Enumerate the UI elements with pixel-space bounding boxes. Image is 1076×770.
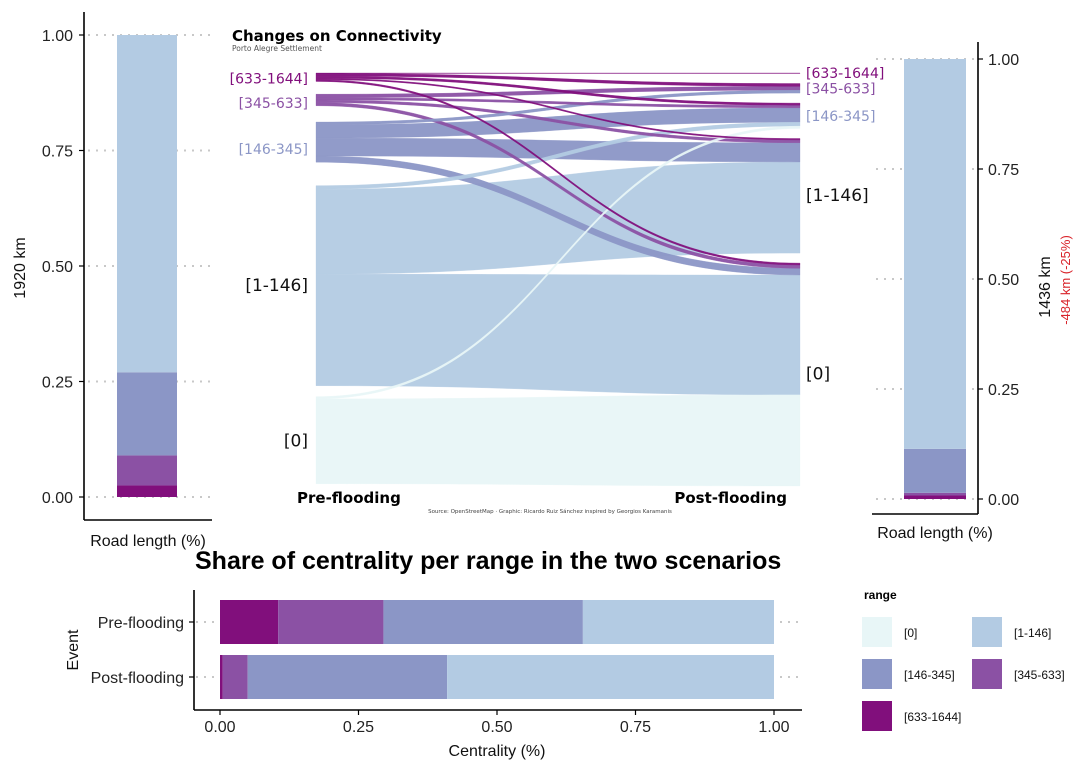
left-bar-tick-label: 1.00 [42, 28, 73, 45]
stage-label-post: Post-flooding [674, 489, 787, 507]
left-bar-x-title: Road length (%) [90, 533, 206, 550]
flow-0-to-146-345 [315, 125, 801, 400]
legend-swatch-146-345 [862, 659, 892, 689]
right-bar-tick-label: 0.00 [988, 492, 1019, 509]
node-label-right-345-633: [345-633] [806, 81, 875, 97]
node-label-right-633-1644: [633-1644] [806, 66, 884, 82]
centrality-segment-post-flooding-1-146 [447, 655, 774, 699]
right-segment-345-633 [904, 492, 966, 496]
category-label-pre-flooding: Pre-flooding [98, 615, 184, 632]
node-label-left-633-1644: [633-1644] [230, 72, 308, 88]
alluvial-node-labels: [633-1644][345-633][146-345][1-146][0][6… [230, 66, 885, 451]
left-bar-tick-label: 0.00 [42, 490, 73, 507]
centrality-segment-pre-flooding-345-633 [278, 600, 384, 644]
legend-label-1-146: [1-146] [1014, 626, 1051, 640]
left-bar-tick-label: 0.50 [42, 259, 73, 276]
node-label-left-345-633: [345-633] [239, 96, 308, 112]
node-label-left-0: [0] [284, 431, 308, 451]
road-loss-label: -484 km (-25%) [1058, 235, 1073, 325]
category-label-post-flooding: Post-flooding [91, 670, 184, 687]
alluvial-subtitle: Porto Alegre Settlement [232, 44, 322, 53]
left-bar-y-title: 1920 km [12, 237, 29, 298]
node-label-left-146-345: [146-345] [239, 142, 308, 158]
left-segment-1-146 [117, 35, 177, 373]
node-label-right-0: [0] [806, 365, 830, 385]
connectivity-alluvial-chart: [633-1644][345-633][146-345][1-146][0][6… [230, 27, 885, 515]
centrality-segment-pre-flooding-146-345 [383, 600, 583, 644]
centrality-tick-label: 0.50 [481, 719, 512, 736]
legend-swatch-633-1644 [862, 701, 892, 731]
centrality-share-chart: Share of centrality per range in the two… [65, 547, 802, 760]
centrality-segment-post-flooding-146-345 [247, 655, 448, 699]
centrality-segment-pre-flooding-1-146 [582, 600, 774, 644]
centrality-tick-label: 0.00 [204, 719, 235, 736]
left-bar-tick-label: 0.75 [42, 144, 73, 161]
node-label-right-1-146: [1-146] [806, 186, 869, 206]
centrality-chart-title: Share of centrality per range in the two… [195, 547, 781, 575]
right-bar-tick-labels: 0.00 0.25 0.50 0.75 1.00 [978, 52, 1019, 509]
centrality-segment-post-flooding-633-1644 [220, 655, 223, 699]
centrality-x-title: Centrality (%) [449, 743, 546, 760]
left-bar-tick-label: 0.25 [42, 375, 73, 392]
alluvial-caption: Source: OpenStreetMap · Graphic: Ricardo… [428, 508, 672, 515]
right-segment-146-345 [904, 448, 966, 493]
pre-flooding-road-length-chart: 0.00 0.25 0.50 0.75 1.00 1920 km Road length… [12, 12, 212, 550]
stage-label-pre: Pre-flooding [297, 489, 401, 507]
legend-swatch-1-146 [972, 617, 1002, 647]
right-bar-tick-label: 0.25 [988, 382, 1019, 399]
node-label-left-1-146: [1-146] [245, 276, 308, 296]
legend-swatch-0 [862, 617, 892, 647]
range-legend: range [0] [1-146] [146-345] [345-633] [633-1… [862, 588, 1065, 731]
alluvial-title: Changes on Connectivity [232, 27, 442, 45]
post-flooding-road-length-chart: 0.00 0.25 0.50 0.75 1.00 1436 km -484 km (-2… [872, 42, 1073, 542]
centrality-tick-labels: 0.00 0.25 0.50 0.75 1.00 [204, 710, 790, 736]
centrality-segment-pre-flooding-633-1644 [220, 600, 279, 644]
left-segment-146-345 [117, 372, 177, 456]
left-segment-633-1644 [117, 485, 177, 497]
right-bar-tick-label: 1.00 [988, 52, 1019, 69]
flow-146-345-to-1-146 [315, 137, 801, 163]
flow-633-1644-to-1-146 [315, 78, 801, 141]
left-bar-segments [117, 35, 177, 497]
right-bar-x-title: Road length (%) [877, 525, 993, 542]
centrality-tick-label: 1.00 [758, 719, 789, 736]
centrality-segment-post-flooding-345-633 [222, 655, 248, 699]
legend-label-345-633: [345-633] [1014, 668, 1065, 682]
legend-label-0: [0] [904, 626, 917, 640]
flow-345-633-to-1-146 [315, 99, 801, 143]
centrality-bar-segments [220, 600, 774, 699]
right-bar-tick-label: 0.75 [988, 162, 1019, 179]
flow-345-633-to-0 [315, 102, 801, 269]
legend-label-146-345: [146-345] [904, 668, 955, 682]
right-bar-tick-label: 0.50 [988, 272, 1019, 289]
centrality-category-labels: Pre-flooding Post-flooding [91, 615, 194, 687]
flow-633-1644-to-345-633 [315, 73, 801, 87]
left-segment-345-633 [117, 455, 177, 486]
right-segment-1-146 [904, 59, 966, 449]
flow-1-146-to-0 [315, 273, 801, 396]
flow-146-345-to-0 [315, 155, 801, 276]
left-bar-tick-labels: 0.00 0.25 0.50 0.75 1.00 [42, 28, 84, 507]
legend-label-633-1644: [633-1644] [904, 710, 961, 724]
centrality-tick-label: 0.25 [343, 719, 374, 736]
legend-title: range [864, 588, 897, 602]
flow-633-1644-to-0 [315, 79, 801, 266]
legend-swatch-345-633 [972, 659, 1002, 689]
right-bar-segments [904, 59, 966, 499]
legend-items: [0] [1-146] [146-345] [345-633] [633-1644] [862, 617, 1065, 731]
alluvial-flows [315, 72, 801, 487]
centrality-y-title: Event [65, 629, 82, 670]
right-segment-633-1644 [904, 495, 966, 499]
right-bar-y-title: 1436 km [1037, 256, 1054, 317]
centrality-tick-label: 0.75 [620, 719, 651, 736]
node-label-right-146-345: [146-345] [806, 109, 875, 125]
flow-0-to-0 [315, 394, 801, 487]
